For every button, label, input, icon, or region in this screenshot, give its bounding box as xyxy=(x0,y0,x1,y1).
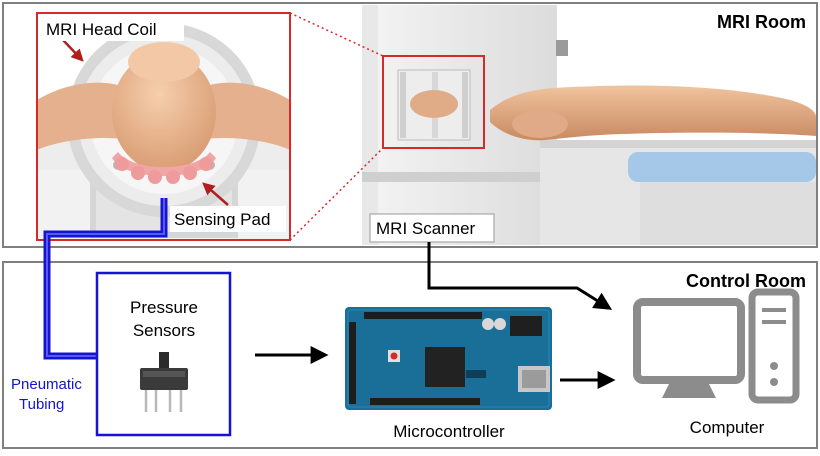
mri-room-title: MRI Room xyxy=(717,12,806,32)
pneumatic-tubing-label-2: Tubing xyxy=(19,396,64,413)
computer-icon xyxy=(633,288,800,404)
mri-scanner-label-box xyxy=(369,213,495,243)
pressure-sensor-icon xyxy=(140,352,188,412)
arduino-board-icon xyxy=(345,307,552,410)
pressure-sensors-label-1: Pressure xyxy=(130,298,198,317)
mri-scanner-label: MRI Scanner xyxy=(376,219,476,238)
sensing-pad-pointer xyxy=(202,182,229,206)
scanner-callout-box xyxy=(382,55,485,149)
zoom-line-bottom xyxy=(289,147,384,241)
pneumatic-tubing-label-1: Pneumatic xyxy=(11,376,82,393)
sensing-pad-label: Sensing Pad xyxy=(174,210,270,229)
scanner-to-computer-arrow xyxy=(427,242,613,310)
computer-label: Computer xyxy=(690,418,765,437)
mri-scanner-illustration xyxy=(362,5,816,245)
pressure-sensors-label-2: Sensors xyxy=(133,321,195,340)
microcontroller-label: Microcontroller xyxy=(393,422,505,441)
head-coil-pointer xyxy=(62,39,84,62)
zoom-line-top xyxy=(289,12,384,57)
control-room-title: Control Room xyxy=(686,271,806,291)
head-coil-label: MRI Head Coil xyxy=(46,20,157,39)
head-coil-callout-box xyxy=(36,12,291,241)
